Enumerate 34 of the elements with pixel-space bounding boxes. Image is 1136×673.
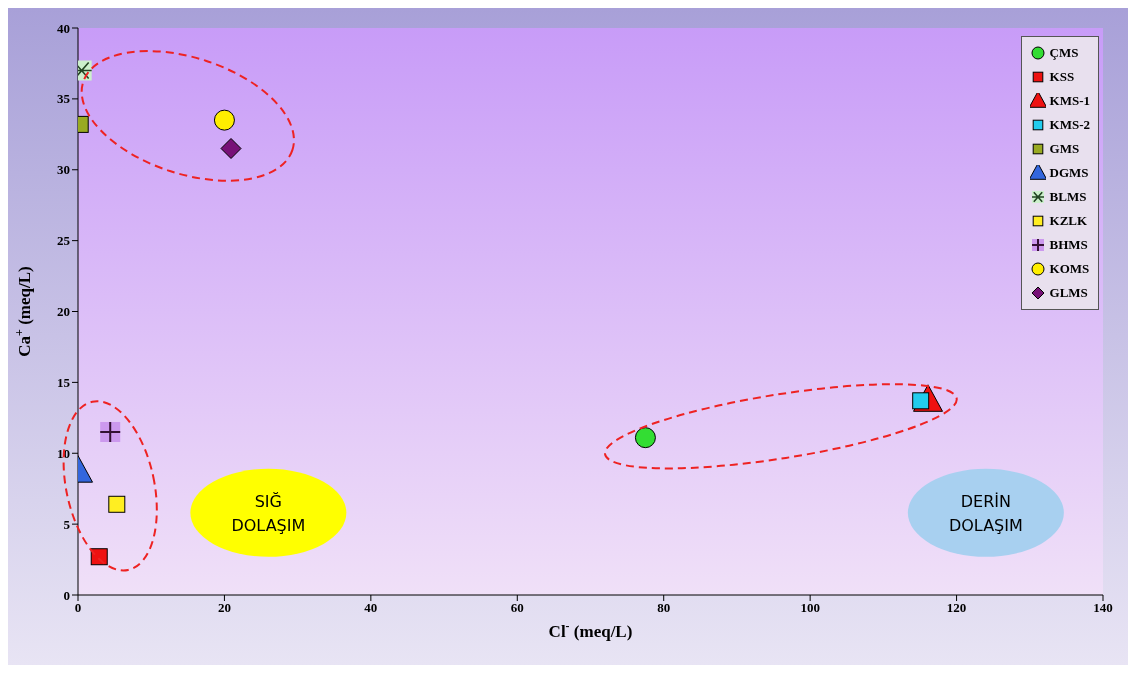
legend-label: DGMS (1049, 165, 1089, 181)
legend-label: KMS-2 (1049, 117, 1090, 133)
x-tick-label: 40 (364, 600, 378, 616)
y-tick-label: 5 (63, 516, 71, 532)
y-tick-label: 20 (57, 304, 70, 320)
x-tick-label: 140 (1093, 600, 1113, 616)
y-tick-label: 15 (57, 374, 71, 390)
annotation: SIĞ DOLAŞIM (231, 491, 306, 535)
legend-label: GLMS (1049, 285, 1088, 301)
legend-label: GMS (1049, 141, 1080, 157)
annotation: DERİN DOLAŞIM (948, 491, 1023, 535)
point (634, 427, 656, 449)
legend-label: KSS (1049, 69, 1075, 85)
x-tick-label: 80 (657, 600, 671, 616)
y-tick-label: 35 (57, 91, 71, 107)
y-tick-label: 40 (57, 20, 70, 36)
legend-label: ÇMS (1049, 45, 1079, 61)
point (213, 109, 235, 131)
point (220, 137, 242, 159)
x-tick-label: 100 (800, 600, 820, 616)
legend-label: KMS-1 (1049, 93, 1090, 109)
y-tick-label: 30 (57, 162, 70, 178)
x-tick-label: 120 (946, 600, 967, 616)
y-tick-label: 0 (63, 587, 70, 603)
x-tick-label: 20 (217, 600, 231, 616)
legend-label: BHMS (1049, 237, 1088, 253)
legend-label: KZLK (1049, 213, 1088, 229)
y-tick-label: 25 (57, 233, 71, 249)
legend-label: KOMS (1049, 261, 1090, 277)
x-tick-label: 0 (74, 600, 82, 616)
point (108, 495, 126, 513)
x-tick-label: 60 (510, 600, 524, 616)
legend-label: BLMS (1049, 189, 1087, 205)
x-axis-title: Cl$^{-}$ (meq/L) (548, 619, 633, 641)
